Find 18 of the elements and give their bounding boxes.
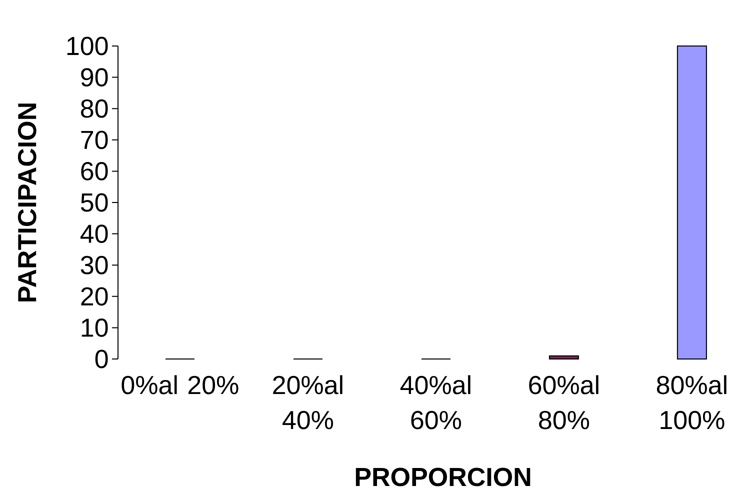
y-axis-title: PARTICIPACION bbox=[18, 104, 36, 302]
y-tick-label: 100 bbox=[67, 36, 108, 56]
x-tick-label: 60%al 80% bbox=[529, 375, 598, 430]
y-tick-label: 70 bbox=[81, 130, 108, 150]
y-tick-label: 90 bbox=[81, 68, 108, 86]
x-tick-label: 0%al 20% bbox=[122, 375, 238, 394]
y-tick-label: 10 bbox=[82, 318, 108, 337]
y-tick-label: 60 bbox=[81, 162, 108, 180]
x-tick-label: 40%al 60% bbox=[400, 375, 470, 430]
x-tick-label: 80%al 100% bbox=[656, 375, 726, 430]
y-tick-label: 30 bbox=[80, 256, 108, 274]
y-tick-label: 80 bbox=[81, 99, 108, 118]
y-tick-label: 50 bbox=[80, 193, 108, 212]
x-tick-label: 20%al 40% bbox=[273, 375, 342, 430]
y-tick-label: 20 bbox=[81, 287, 108, 306]
y-tick-label: 0 bbox=[95, 350, 108, 368]
x-axis-title: PROPORCION bbox=[356, 468, 530, 486]
y-tick-label: 40 bbox=[80, 224, 108, 243]
